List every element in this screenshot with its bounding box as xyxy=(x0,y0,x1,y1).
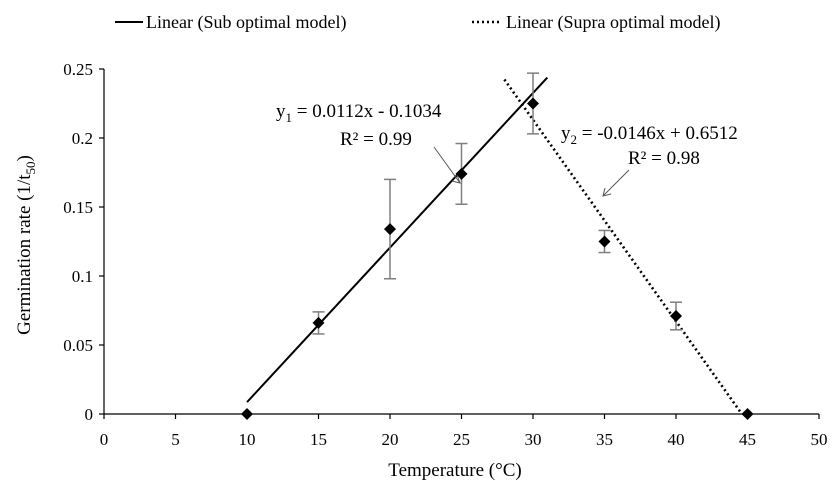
y-axis-label: Germination rate (1/t50) xyxy=(14,155,38,335)
r-squared-1: R² = 0.99 xyxy=(340,129,412,150)
x-tick-label: 35 xyxy=(596,430,613,449)
data-point-marker xyxy=(384,223,396,236)
x-tick-label: 50 xyxy=(811,430,828,449)
trendline-supra-optimal xyxy=(503,78,743,415)
marker-group xyxy=(241,97,754,420)
y-tick-label: 0.15 xyxy=(63,198,93,217)
x-tick-label: 25 xyxy=(453,430,470,449)
x-tick-label: 15 xyxy=(310,430,327,449)
x-tick-label: 40 xyxy=(668,430,685,449)
data-point-marker xyxy=(241,408,253,420)
y-tick-group: 0 0.05 0.1 0.15 0.2 0.25 xyxy=(63,60,104,424)
data-point-marker xyxy=(598,235,611,248)
annotation-arrowhead-2 xyxy=(602,187,612,197)
legend-label-sub-optimal: Linear (Sub optimal model) xyxy=(146,12,346,33)
legend: Linear (Sub optimal model) Linear (Supra… xyxy=(115,12,720,33)
equation-2: y2 = -0.0146x + 0.6512 xyxy=(561,123,738,147)
annotation-arrowhead-1 xyxy=(451,174,461,184)
data-point-marker xyxy=(741,408,754,420)
y-tick-label: 0.2 xyxy=(72,129,93,148)
x-tick-label: 30 xyxy=(525,430,542,449)
x-axis-label: Temperature (°C) xyxy=(388,460,521,481)
error-bar-group xyxy=(312,72,682,335)
data-point-marker xyxy=(455,167,468,180)
data-point-marker xyxy=(670,310,682,323)
data-point-marker xyxy=(312,316,325,329)
data-point-marker xyxy=(527,97,539,110)
y-tick-label: 0.1 xyxy=(72,267,93,286)
annotation-arrow-2 xyxy=(602,169,630,197)
x-tick-label: 5 xyxy=(171,430,180,449)
trendline-group xyxy=(246,76,743,415)
x-tick-label: 45 xyxy=(739,430,756,449)
legend-label-supra-optimal: Linear (Supra optimal model) xyxy=(506,12,720,33)
x-tick-label: 0 xyxy=(100,430,109,449)
y-tick-label: 0.05 xyxy=(63,336,93,355)
y-tick-label: 0.25 xyxy=(63,60,93,79)
trendline-sub-optimal xyxy=(246,76,549,403)
annotation-arrow-1 xyxy=(433,146,461,184)
y-tick-label: 0 xyxy=(85,405,94,424)
r-squared-2: R² = 0.98 xyxy=(628,148,700,169)
x-tick-label: 10 xyxy=(239,430,256,449)
x-tick-label: 20 xyxy=(382,430,399,449)
equation-1: y1 = 0.0112x - 0.1034 xyxy=(276,101,442,125)
x-tick-group: 0 5 10 15 20 25 30 35 40 45 50 xyxy=(100,414,828,449)
